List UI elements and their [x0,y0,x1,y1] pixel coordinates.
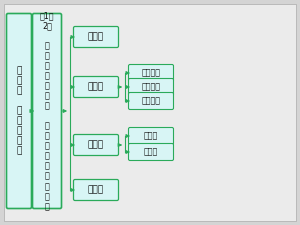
Text: 梦之旅: 梦之旅 [88,185,104,194]
FancyBboxPatch shape [4,4,296,221]
Text: 考向一: 考向一 [144,131,158,140]
Text: 学之窗: 学之窗 [88,32,104,41]
Text: 知识点一: 知识点一 [142,68,160,77]
Text: 考向二: 考向二 [144,148,158,157]
FancyBboxPatch shape [128,144,173,160]
FancyBboxPatch shape [74,27,118,47]
FancyBboxPatch shape [128,65,173,81]
FancyBboxPatch shape [128,79,173,95]
Text: 知识点二: 知识点二 [142,83,160,92]
FancyBboxPatch shape [74,135,118,155]
Text: 考之向: 考之向 [88,140,104,149]
Text: 第1、
2节

量
子
概
念
的
诞
生

光
电
应
与
光
的
量
子
说: 第1、 2节 量 子 概 念 的 诞 生 光 电 应 与 光 的 量 子 说 [40,11,54,211]
FancyBboxPatch shape [128,128,173,144]
Text: 师之说: 师之说 [88,83,104,92]
FancyBboxPatch shape [74,180,118,200]
FancyBboxPatch shape [74,76,118,97]
Text: 知识点三: 知识点三 [142,97,160,106]
Text: 第
四
章

波
粒
二
象
性: 第 四 章 波 粒 二 象 性 [16,66,22,156]
FancyBboxPatch shape [7,14,32,209]
FancyBboxPatch shape [32,14,62,209]
FancyBboxPatch shape [128,92,173,110]
